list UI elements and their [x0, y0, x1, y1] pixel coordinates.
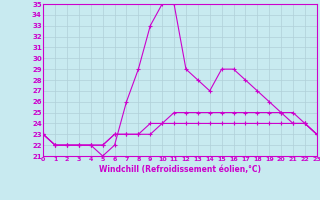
- X-axis label: Windchill (Refroidissement éolien,°C): Windchill (Refroidissement éolien,°C): [99, 165, 261, 174]
